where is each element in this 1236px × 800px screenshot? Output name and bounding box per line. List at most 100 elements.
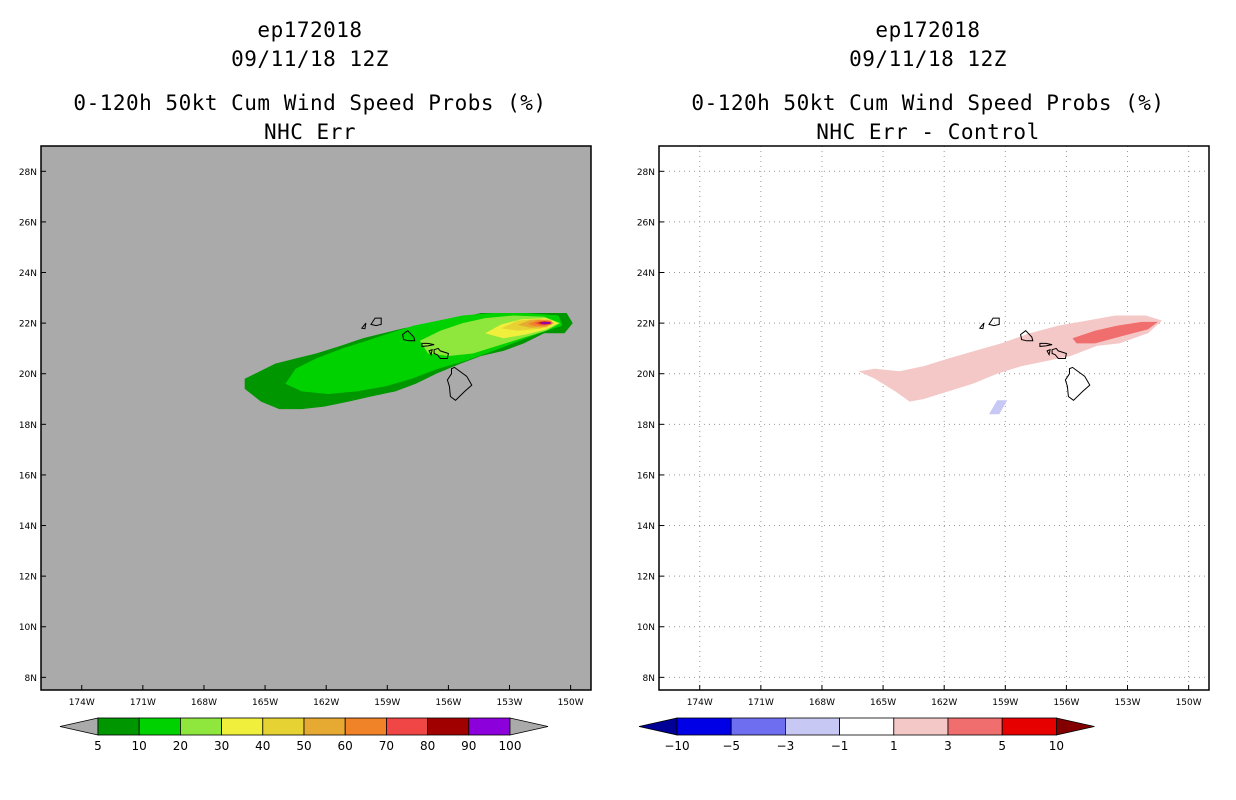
left-x-tick-label: 168W xyxy=(191,698,217,708)
left-colorbar-label: 20 xyxy=(173,739,188,753)
left-y-tick-label: 20N xyxy=(19,370,37,380)
left-colorbar-label: 70 xyxy=(379,739,394,753)
right-contour-region-3 xyxy=(1072,321,1159,344)
left-contour-region-90 xyxy=(541,322,551,324)
right-y-tick-label: 28N xyxy=(637,168,655,178)
right-colorbar-box xyxy=(730,717,786,736)
right-y-tick-label: 22N xyxy=(637,320,655,330)
right-y-tick-label: 18N xyxy=(637,421,655,431)
right-y-tick-label: 14N xyxy=(637,522,655,532)
right-colorbar-box xyxy=(785,717,841,736)
left-colorbar-label: 10 xyxy=(132,739,147,753)
left-colorbar-label: 50 xyxy=(296,739,311,753)
left-colorbar-label: 90 xyxy=(461,739,476,753)
right-colorbar-label: −5 xyxy=(722,739,740,753)
left-colorbar-box xyxy=(427,717,470,736)
right-chart-subtitle: NHC Err - Control xyxy=(816,120,1040,144)
left-colorbar-box xyxy=(303,717,346,736)
left-colorbar-box xyxy=(221,717,264,736)
right-y-tick-label: 24N xyxy=(637,269,655,279)
right-island-outline xyxy=(1039,342,1053,347)
left-island-outline xyxy=(370,317,382,327)
right-colorbar: −10 −5 −3 −1 1 3 5 10 xyxy=(638,717,1095,753)
left-colorbar-box xyxy=(262,717,305,736)
left-colorbar-label: 40 xyxy=(255,739,270,753)
left-colorbar-under-arrow xyxy=(59,717,99,736)
left-y-tick-label: 18N xyxy=(19,421,37,431)
right-colorbar-box xyxy=(893,717,949,736)
left-colorbar-box xyxy=(385,717,428,736)
right-x-tick-label: 168W xyxy=(809,698,835,708)
right-colorbar-label: 10 xyxy=(1049,739,1064,753)
right-map-frame xyxy=(658,145,1210,691)
right-colorbar-over-arrow xyxy=(1056,717,1095,736)
right-colorbar-label: −10 xyxy=(664,739,689,753)
left-x-tick-label: 156W xyxy=(435,698,461,708)
right-y-tick-label: 12N xyxy=(637,573,655,583)
left-x-tick-label: 159W xyxy=(374,698,400,708)
left-x-tick-label: 171W xyxy=(130,698,156,708)
right-colorbar-box xyxy=(839,717,895,736)
right-colorbar-label: −1 xyxy=(831,739,849,753)
right-hawaii-coastlines xyxy=(978,317,1091,401)
right-y-tick-label: 10N xyxy=(637,623,655,633)
left-island-outline xyxy=(360,322,367,330)
right-y-tick-label: 20N xyxy=(637,370,655,380)
right-datetime: 09/11/18 12Z xyxy=(849,47,1007,71)
right-map-background xyxy=(659,146,1209,690)
right-island-outline xyxy=(1064,366,1091,401)
left-map: 174W 171W 168W 165W 162W 159W 156W 153W 150W 8N 1… xyxy=(19,145,592,708)
right-colorbar-label: 1 xyxy=(890,739,898,753)
left-colorbar-label: 60 xyxy=(338,739,353,753)
left-island-outline xyxy=(446,366,473,401)
right-island-outline xyxy=(1051,347,1067,359)
right-colorbar-label: 5 xyxy=(998,739,1006,753)
right-y-tick-label: 8N xyxy=(643,674,655,684)
left-map-background xyxy=(41,146,591,690)
left-y-tick-label: 26N xyxy=(19,218,37,228)
left-x-tick-label: 174W xyxy=(69,698,95,708)
left-colorbar-box xyxy=(138,717,181,736)
right-colorbar-label: −3 xyxy=(777,739,795,753)
right-colorbar-box xyxy=(947,717,1003,736)
left-colorbar-box xyxy=(468,717,511,736)
left-colorbar-label: 5 xyxy=(94,739,102,753)
left-island-outline xyxy=(402,330,416,342)
right-y-tick-label: 16N xyxy=(637,471,655,481)
right-colorbar-box xyxy=(1001,717,1057,736)
left-colorbar-box xyxy=(344,717,387,736)
right-island-outline xyxy=(1046,348,1051,357)
left-hawaii-coastlines xyxy=(360,317,473,401)
right-x-tick-label: 159W xyxy=(992,698,1018,708)
right-y-tick-label: 26N xyxy=(637,218,655,228)
left-colorbar: 5 10 20 30 40 50 60 70 80 90 100 xyxy=(59,717,549,753)
right-island-outline xyxy=(988,317,1000,327)
left-y-tick-label: 14N xyxy=(19,522,37,532)
right-contour-region-neg1 xyxy=(989,400,1008,415)
left-colorbar-label: 30 xyxy=(214,739,229,753)
left-y-tick-label: 8N xyxy=(25,674,37,684)
left-y-tick-label: 28N xyxy=(19,168,37,178)
right-x-tick-label: 171W xyxy=(748,698,774,708)
right-x-tick-label: 150W xyxy=(1176,698,1202,708)
right-storm-id: ep172018 xyxy=(875,18,981,42)
left-colorbar-box xyxy=(97,717,140,736)
left-map-frame xyxy=(40,145,592,691)
left-colorbar-over-arrow xyxy=(509,717,549,736)
right-colorbar-box xyxy=(676,717,732,736)
left-y-tick-label: 24N xyxy=(19,269,37,279)
right-map: 174W 171W 168W 165W 162W 159W 156W 153W 150W 8N 1… xyxy=(637,145,1210,708)
left-chart-title: 0-120h 50kt Cum Wind Speed Probs (%) xyxy=(73,91,547,115)
right-x-tick-label: 174W xyxy=(687,698,713,708)
left-colorbar-label: 80 xyxy=(420,739,435,753)
right-x-tick-label: 165W xyxy=(870,698,896,708)
left-chart-subtitle: NHC Err xyxy=(263,120,356,144)
right-island-outline xyxy=(978,322,985,330)
left-x-tick-label: 150W xyxy=(558,698,584,708)
left-datetime: 09/11/18 12Z xyxy=(231,47,389,71)
left-x-tick-label: 165W xyxy=(252,698,278,708)
left-y-tick-label: 12N xyxy=(19,573,37,583)
left-colorbar-label: 100 xyxy=(499,739,522,753)
left-island-outline xyxy=(421,342,435,347)
